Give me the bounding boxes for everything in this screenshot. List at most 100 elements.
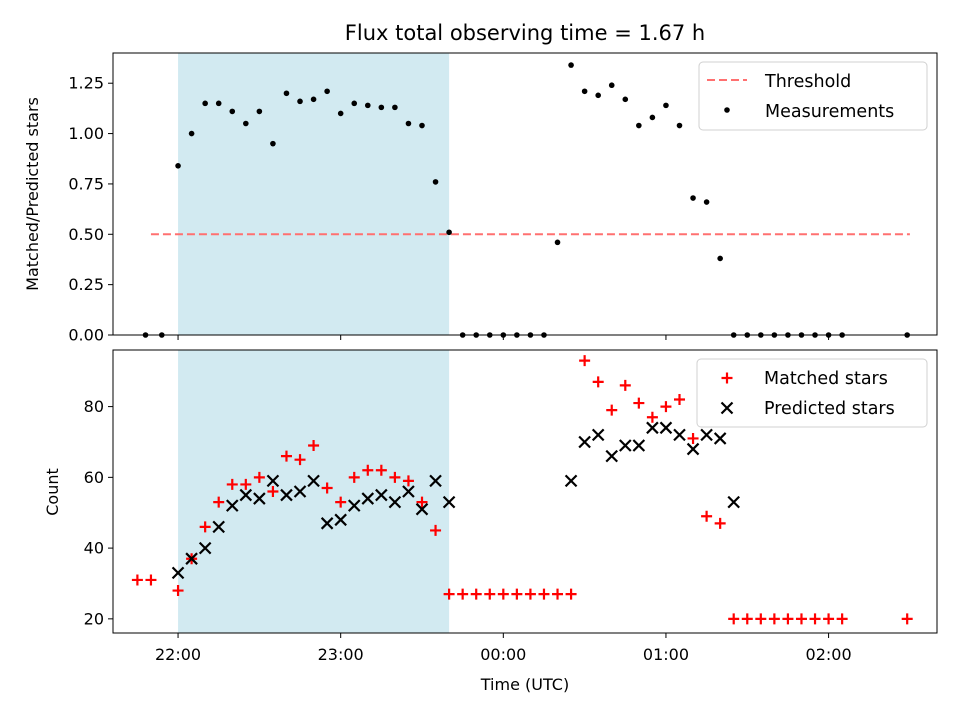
y-tick-label: 40 xyxy=(84,539,104,558)
predicted-star-point xyxy=(320,517,334,530)
predicted-star-point xyxy=(388,495,402,509)
x-tick-label: 22:00 xyxy=(155,645,201,664)
y-tick-label: 0.50 xyxy=(68,225,104,244)
matched-star-point xyxy=(552,588,564,600)
matched-star-point xyxy=(402,475,414,487)
top-axes-frame xyxy=(112,52,938,336)
measurement-point xyxy=(608,82,615,89)
predicted-star-point xyxy=(307,474,320,488)
predicted-star-point xyxy=(253,492,266,505)
matched-star-point xyxy=(430,524,442,536)
predicted-star-point xyxy=(415,502,429,516)
matched-star-point xyxy=(660,401,672,413)
matched-star-point xyxy=(226,478,238,490)
predicted-star-point xyxy=(646,421,659,435)
measurement-point xyxy=(432,179,439,185)
predicted-star-point xyxy=(280,488,293,502)
measurement-point xyxy=(446,229,452,236)
measurement-point xyxy=(636,122,642,129)
measurement-point xyxy=(188,130,195,137)
predicted-star-point xyxy=(225,499,239,512)
matched-star-point xyxy=(524,588,536,600)
bottom-legend xyxy=(696,358,928,428)
matched-star-point xyxy=(389,471,401,483)
measurement-point xyxy=(690,195,696,201)
matched-star-point xyxy=(646,411,658,423)
matched-star-point xyxy=(280,450,292,462)
measurement-point xyxy=(568,62,574,68)
matched-star-point xyxy=(213,496,225,508)
matched-star-point xyxy=(457,588,469,600)
matched-star-point xyxy=(267,486,279,497)
measurement-point xyxy=(175,163,181,169)
matched-star-point xyxy=(348,471,360,483)
matched-star-point xyxy=(145,574,157,586)
matched-star-point xyxy=(728,613,740,625)
y-tick-label: 20 xyxy=(84,609,104,628)
y-tick-label: 0.75 xyxy=(68,174,104,193)
measurement-point xyxy=(364,102,371,109)
predicted-star-point xyxy=(198,541,212,555)
measurement-point xyxy=(202,100,208,107)
predicted-star-point xyxy=(171,566,185,580)
measurement-point xyxy=(405,120,412,127)
legend-predicted-label: Predicted stars xyxy=(764,399,895,419)
measurement-point xyxy=(622,96,629,103)
predicted-star-point xyxy=(686,442,700,456)
matched-star-point xyxy=(416,496,428,508)
measurement-point xyxy=(676,122,683,129)
predicted-star-point xyxy=(185,552,198,565)
matched-star-point xyxy=(199,521,211,533)
measurement-point xyxy=(270,140,276,147)
y-tick-label: 1.00 xyxy=(68,124,104,143)
predicted-star-point xyxy=(293,485,307,498)
matched-star-point xyxy=(592,376,604,388)
matched-star-point xyxy=(131,574,143,586)
matched-star-point xyxy=(619,379,631,391)
y-tick-label: 80 xyxy=(84,397,104,416)
y-tick-label: 60 xyxy=(84,468,104,487)
measurement-point xyxy=(215,100,222,107)
matched-star-point xyxy=(741,613,753,625)
measurement-point xyxy=(283,90,290,97)
predicted-star-point xyxy=(591,428,605,442)
matched-star-point xyxy=(768,613,780,625)
measurement-point xyxy=(324,88,330,95)
matched-star-point xyxy=(823,613,835,625)
bottom-panel: 20 40 60 80 22:00 23:00 00:00 01:00 02:00 Matched… xyxy=(84,349,938,664)
matched-star-point xyxy=(308,440,320,452)
legend-matched-label: Matched stars xyxy=(764,369,888,389)
matched-star-point xyxy=(511,588,523,600)
matched-star-point xyxy=(375,464,387,476)
predicted-star-point xyxy=(700,428,713,442)
observing-span xyxy=(178,350,450,633)
measurement-point xyxy=(581,88,588,95)
matched-star-point xyxy=(484,588,496,600)
matched-star-point xyxy=(701,510,713,522)
predicted-star-point xyxy=(578,435,591,449)
measurement-point xyxy=(703,199,710,205)
predicted-star-point xyxy=(632,439,646,452)
predicted-star-point xyxy=(673,428,686,442)
measurement-point xyxy=(649,114,656,121)
matched-star-point xyxy=(253,471,265,483)
measurement-point xyxy=(554,239,561,246)
observing-span xyxy=(178,53,450,335)
predicted-star-point xyxy=(605,449,619,463)
bottom-axes-frame xyxy=(112,349,938,634)
top-panel: 0.00 0.25 0.50 0.75 1.00 1.25 Threshold Measure… xyxy=(68,52,938,345)
matched-star-point xyxy=(901,613,913,625)
y-tick-label: 0.25 xyxy=(68,275,104,294)
predicted-star-point xyxy=(334,513,347,527)
legend-threshold-label: Threshold xyxy=(764,72,851,92)
x-axis-label: Time (UTC) xyxy=(480,675,569,694)
top-legend xyxy=(698,61,928,131)
x-tick-label: 00:00 xyxy=(480,645,526,664)
matched-star-point xyxy=(321,482,333,494)
matched-star-point xyxy=(606,404,618,416)
predicted-star-point xyxy=(239,488,253,502)
predicted-star-point xyxy=(361,492,375,505)
matched-star-point xyxy=(674,394,685,406)
predicted-star-point xyxy=(659,421,673,435)
